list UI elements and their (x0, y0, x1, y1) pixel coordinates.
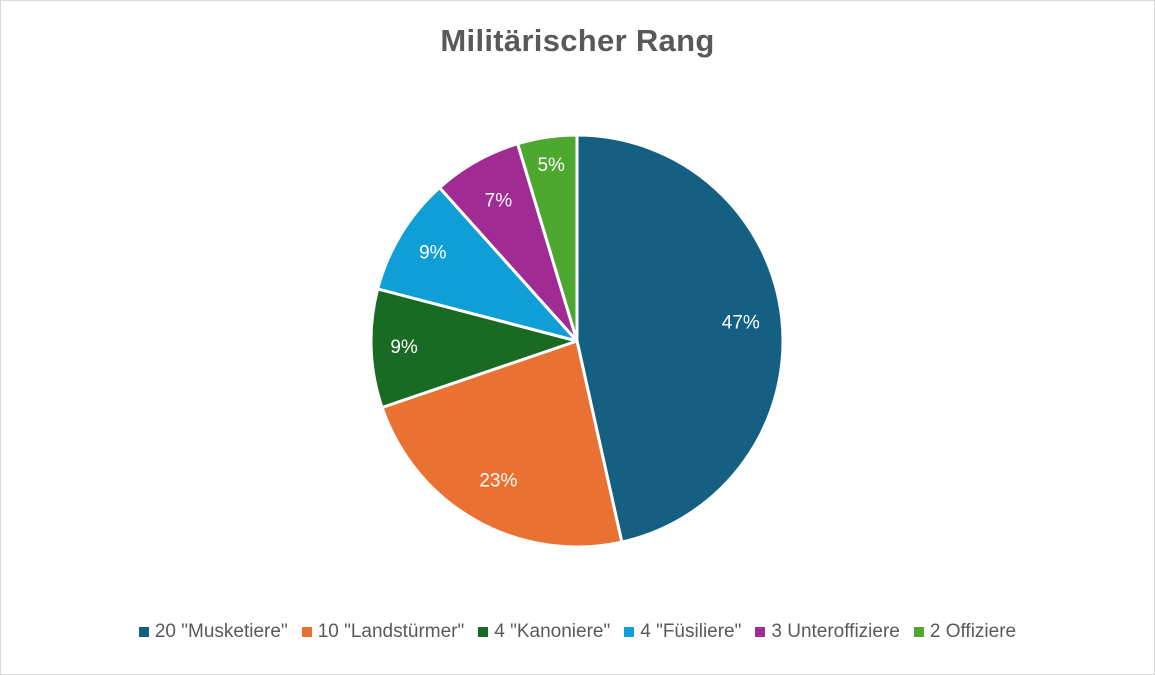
legend-item-5: 2 Offiziere (913, 621, 1017, 643)
legend-label-1: 10 "Landstürmer" (317, 621, 465, 642)
data-label-3: 9% (419, 243, 447, 264)
legend-swatch-3 (624, 627, 635, 637)
legend-label-0: 20 "Musketiere" (154, 621, 288, 642)
legend-swatch-4 (755, 627, 766, 637)
legend-swatch-0 (138, 627, 149, 637)
data-label-2: 9% (390, 337, 418, 358)
chart-title: Militärischer Rang (440, 23, 715, 58)
data-label-0: 47% (722, 312, 760, 333)
data-label-1: 23% (479, 471, 517, 492)
legend-swatch-1 (301, 627, 312, 637)
pie-slice-0 (575, 133, 785, 544)
legend: 20 "Musketiere" 10 "Landstürmer" 4 "Kanoni… (1, 621, 1154, 643)
pie-slice-5 (516, 133, 579, 343)
legend-label-5: 2 Offiziere (929, 621, 1017, 642)
legend-swatch-5 (913, 627, 924, 637)
pie-slice-2 (369, 287, 579, 410)
legend-label-4: 3 Unteroffiziere (771, 621, 900, 642)
data-label-4: 7% (485, 190, 513, 211)
legend-label-2: 4 "Kanoniere" (494, 621, 611, 642)
legend-swatch-2 (478, 627, 489, 637)
pie-slice-1 (380, 339, 624, 549)
pie-slice-3 (376, 186, 579, 343)
legend-item-3: 4 "Füsiliere" (624, 621, 741, 643)
legend-item-2: 4 "Kanoniere" (478, 621, 610, 643)
data-label-5: 5% (537, 155, 565, 176)
legend-label-3: 4 "Füsiliere" (640, 621, 742, 642)
legend-item-0: 20 "Musketiere" (138, 621, 288, 643)
legend-item-4: 3 Unteroffiziere (755, 621, 900, 643)
legend-item-1: 10 "Landstürmer" (301, 621, 465, 643)
